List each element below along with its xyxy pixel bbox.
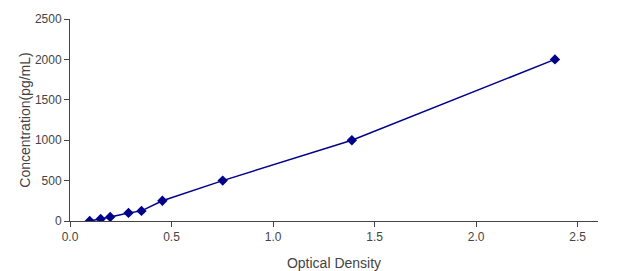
svg-text:1000: 1000 [35, 133, 62, 147]
svg-text:1500: 1500 [35, 93, 62, 107]
svg-text:Optical Density: Optical Density [287, 255, 381, 271]
svg-text:2500: 2500 [35, 12, 62, 26]
svg-text:2.0: 2.0 [468, 230, 485, 244]
svg-text:0.0: 0.0 [62, 230, 79, 244]
svg-text:2000: 2000 [35, 53, 62, 67]
svg-text:500: 500 [42, 174, 62, 188]
svg-text:Concentration(pg/mL): Concentration(pg/mL) [17, 52, 33, 187]
svg-text:2.5: 2.5 [569, 230, 586, 244]
svg-text:1.0: 1.0 [265, 230, 282, 244]
svg-text:0.5: 0.5 [163, 230, 180, 244]
svg-text:0: 0 [55, 214, 62, 228]
svg-text:1.5: 1.5 [366, 230, 383, 244]
